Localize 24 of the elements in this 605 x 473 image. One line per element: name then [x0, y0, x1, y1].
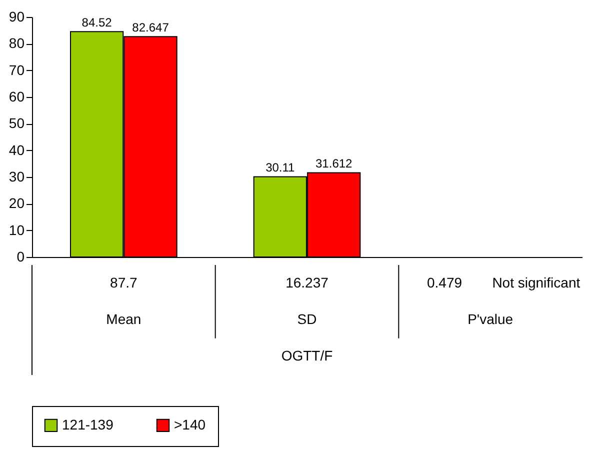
text: 16.237: [286, 274, 329, 290]
legend-label: >140: [174, 416, 206, 432]
legend-label: 121-139: [62, 416, 114, 432]
y-tick-label: 90: [8, 8, 25, 24]
text: Not significant: [492, 274, 580, 290]
y-tick-label: 20: [8, 195, 25, 212]
data-label: 31.612: [316, 156, 353, 171]
y-tick-label: 40: [8, 142, 25, 158]
y-tick-label: 30: [8, 168, 25, 184]
data-label: 30.11: [266, 160, 296, 175]
x-tick-label: Mean: [106, 311, 142, 327]
y-tick-label: 60: [8, 88, 25, 104]
y-tick-label: 10: [8, 222, 25, 238]
y-tick-label: 50: [8, 115, 25, 132]
y-tick-label: 80: [8, 35, 25, 52]
y-tick-label: 0: [16, 248, 25, 264]
text: 0.479: [426, 274, 462, 290]
y-tick-label: 70: [8, 62, 25, 78]
x-tick-label: SD: [297, 311, 317, 327]
x-tick-label: P'value: [468, 311, 514, 327]
data-label: 84.52: [82, 16, 112, 30]
data-label: 82.647: [132, 20, 170, 35]
x-axis-title: OGTT/F: [281, 348, 333, 364]
text: 87.7: [110, 274, 138, 290]
